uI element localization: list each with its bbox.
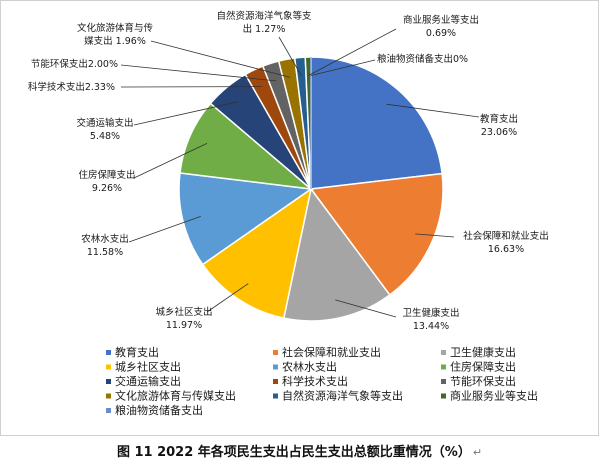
slice-label-1-value: 23.06% xyxy=(481,127,517,138)
slice-label-8: 科学技术支出2.33% xyxy=(28,81,115,93)
leader-line-5 xyxy=(128,216,201,243)
slice-label-4-name: 城乡社区支出 xyxy=(155,306,212,318)
legend-label-1: 教育支出 xyxy=(115,345,159,359)
slice-label-1-name: 教育支出 xyxy=(480,113,518,125)
leader-line-4 xyxy=(206,283,249,313)
slice-label-2-name: 社会保障和就业支出 xyxy=(463,230,549,242)
slice-label-6-value: 9.26% xyxy=(92,183,122,194)
slice-label-12-name: 商业服务业等支出 xyxy=(403,14,479,26)
legend-swatch-8 xyxy=(273,379,278,384)
slice-label-5-name: 农林水支出 xyxy=(81,233,129,245)
legend-label-8: 科学技术支出 xyxy=(282,374,348,388)
legend-swatch-3 xyxy=(441,350,446,355)
legend-label-2: 社会保障和就业支出 xyxy=(282,345,381,359)
leader-line-1 xyxy=(386,103,480,118)
slice-label-13: 粮油物资储备支出0% xyxy=(377,53,468,65)
legend-swatch-5 xyxy=(273,364,278,370)
pie-slice-2 xyxy=(309,172,444,296)
pie-slice-3 xyxy=(282,187,391,322)
slice-label-12-value: 0.69% xyxy=(426,28,456,39)
slice-label-5-value: 11.58% xyxy=(87,247,123,258)
legend-swatch-2 xyxy=(273,350,278,355)
return-mark: ↵ xyxy=(472,446,483,459)
pie-chart: 教育支出 23.06% 社会保障和就业支出 16.63% 卫生健康支出 13.44% 城乡社… xyxy=(28,10,549,417)
legend-label-11: 自然资源海洋气象等支出 xyxy=(282,389,403,403)
pie-slice-1 xyxy=(310,56,443,190)
pie-slice-5 xyxy=(178,172,314,266)
slice-label-11-value: 出 1.27% xyxy=(243,23,286,35)
slice-label-4-value: 11.97% xyxy=(166,320,202,331)
figure-caption: 图 11 2022 年各项民生支出占民生支出总额比重情况（%） ↵ xyxy=(0,438,599,468)
legend-swatch-1 xyxy=(106,350,111,355)
slice-label-10-value: 媒支出 1.96% xyxy=(84,35,146,47)
leader-line-7 xyxy=(133,101,239,126)
slice-label-6-name: 住房保障支出 xyxy=(78,169,135,181)
slice-label-2-value: 16.63% xyxy=(488,244,524,255)
legend-label-5: 农林水支出 xyxy=(282,360,337,374)
slice-label-11-name: 自然资源海洋气象等支 xyxy=(216,10,312,22)
slice-label-7-name: 交通运输支出 xyxy=(76,117,133,129)
caption-text: 图 11 2022 年各项民生支出占民生支出总额比重情况（%） xyxy=(116,445,471,460)
legend-swatch-12 xyxy=(441,393,446,399)
legend-label-4: 城乡社区支出 xyxy=(115,360,181,374)
leader-line-6 xyxy=(133,143,208,179)
pie-slice-6 xyxy=(179,102,314,191)
legend-swatch-7 xyxy=(106,379,111,384)
pie-slices xyxy=(178,56,444,322)
legend-swatch-13 xyxy=(106,408,111,413)
legend-label-6: 住房保障支出 xyxy=(450,360,516,374)
slice-label-10-name: 文化旅游体育与传 xyxy=(77,22,154,34)
legend-label-9: 节能环保支出 xyxy=(450,374,516,388)
leader-line-11 xyxy=(278,36,302,77)
slice-label-9: 节能环保支出2.00% xyxy=(31,58,118,70)
legend-label-12: 商业服务业等支出 xyxy=(450,389,538,403)
leader-line-10 xyxy=(150,40,291,78)
legend-label-7: 交通运输支出 xyxy=(115,374,181,388)
legend-swatch-11 xyxy=(273,393,278,399)
leader-line-3 xyxy=(335,299,397,318)
slice-label-3-value: 13.44% xyxy=(413,321,449,332)
leader-line-13 xyxy=(310,59,376,76)
leader-line-9 xyxy=(120,64,277,82)
leader-line-12 xyxy=(308,28,397,76)
leader-lines xyxy=(120,28,480,318)
leader-line-2 xyxy=(415,233,455,238)
legend-label-3: 卫生健康支出 xyxy=(450,345,516,359)
legend-swatch-9 xyxy=(441,379,446,384)
legend-label-10: 文化旅游体育与传媒支出 xyxy=(115,389,236,403)
slice-label-3-name: 卫生健康支出 xyxy=(402,307,459,319)
legend-swatch-10 xyxy=(106,393,111,399)
legend-swatch-6 xyxy=(441,364,446,370)
slice-label-7-value: 5.48% xyxy=(90,131,120,142)
chart-frame: 教育支出 23.06% 社会保障和就业支出 16.63% 卫生健康支出 13.44% 城乡社… xyxy=(0,0,599,436)
legend-swatch-4 xyxy=(106,364,111,370)
slice-labels: 教育支出 23.06% 社会保障和就业支出 16.63% 卫生健康支出 13.44% 城乡社… xyxy=(28,10,549,332)
legend-label-13: 粮油物资储备支出 xyxy=(115,403,203,417)
pie-slice-4 xyxy=(201,187,313,320)
